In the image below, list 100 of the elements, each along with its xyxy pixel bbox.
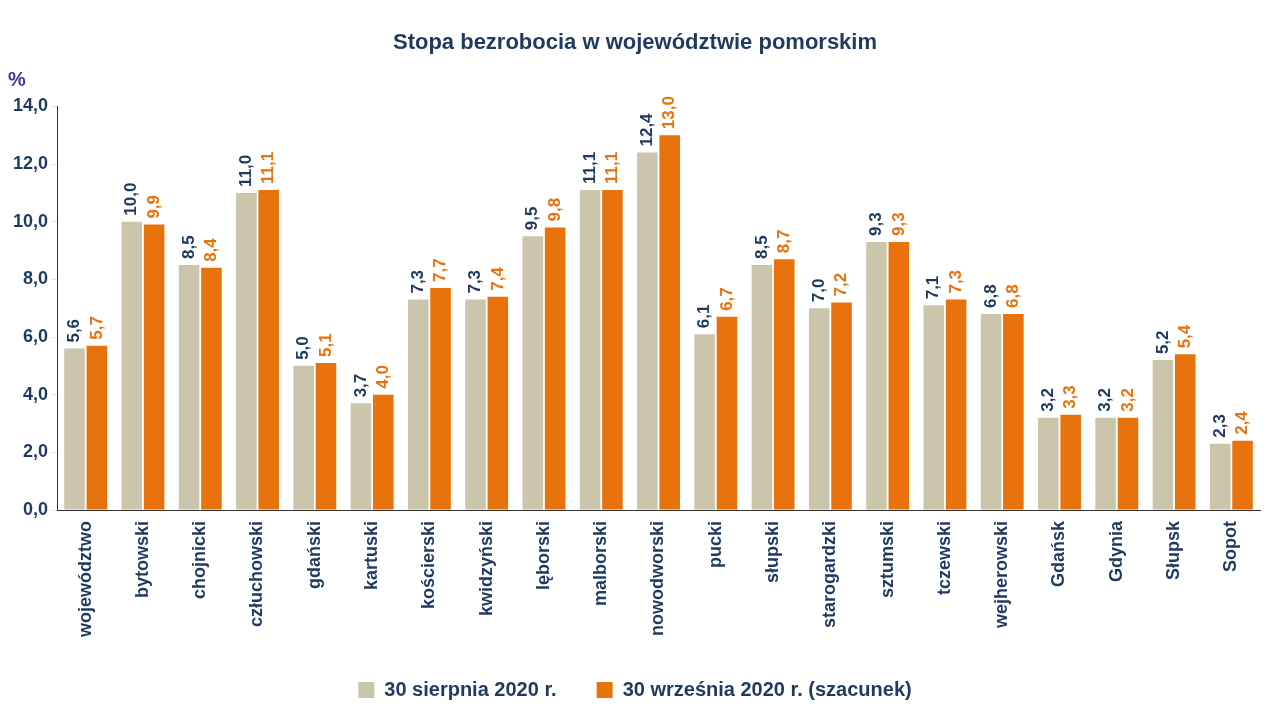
x-tick-label: Sopot xyxy=(1220,521,1241,573)
y-tick-label: 2,0 xyxy=(23,441,49,462)
y-axis-title: % xyxy=(8,67,26,90)
bar xyxy=(121,221,143,510)
bar xyxy=(258,190,279,510)
bar xyxy=(487,296,509,510)
bar xyxy=(866,241,887,510)
bar xyxy=(522,236,544,510)
data-label: 6,8 xyxy=(1003,284,1023,308)
x-tick-label: pucki xyxy=(704,521,725,569)
data-label: 9,5 xyxy=(522,206,542,231)
x-tick-label: sztumski xyxy=(876,521,897,599)
x-tick-label: kartuski xyxy=(361,521,382,591)
x-tick-label: Gdańsk xyxy=(1048,520,1069,588)
data-label: 5,0 xyxy=(293,336,313,360)
bar xyxy=(315,362,337,510)
data-label: 13,0 xyxy=(659,96,679,130)
bar xyxy=(465,299,486,510)
data-label: 9,3 xyxy=(866,212,886,236)
bar xyxy=(751,264,773,510)
data-label: 11,1 xyxy=(579,151,599,185)
x-tick-label: lęborski xyxy=(532,521,553,591)
y-tick-label: 0,0 xyxy=(23,498,49,519)
bar xyxy=(372,394,394,510)
y-tick-label: 6,0 xyxy=(23,326,49,346)
bar xyxy=(888,241,910,510)
bar xyxy=(773,259,795,510)
bar xyxy=(1232,440,1253,510)
data-label: 2,4 xyxy=(1232,410,1252,435)
x-tick-label: bytowski xyxy=(131,521,152,599)
bar xyxy=(602,190,623,510)
x-tick-label: malborski xyxy=(590,521,611,607)
data-label: 8,5 xyxy=(178,235,198,259)
y-tick-label: 12,0 xyxy=(12,153,49,174)
data-label: 6,7 xyxy=(716,287,736,311)
data-label: 7,0 xyxy=(808,278,828,303)
data-label: 12,4 xyxy=(637,112,657,147)
data-label: 5,2 xyxy=(1152,330,1172,355)
data-label: 5,4 xyxy=(1174,324,1194,349)
data-label: 3,2 xyxy=(1095,388,1115,412)
data-label: 4,0 xyxy=(372,365,392,389)
data-label: 9,3 xyxy=(888,212,908,236)
data-label: 3,2 xyxy=(1117,388,1137,412)
data-label: 3,3 xyxy=(1060,385,1080,409)
bar xyxy=(293,365,314,510)
y-tick-label: 10,0 xyxy=(12,210,49,231)
bar xyxy=(201,267,222,510)
bar xyxy=(86,345,108,510)
x-tick-label: kwidzyński xyxy=(475,521,496,617)
bar xyxy=(1095,417,1116,510)
legend-label: 30 sierpnia 2020 r. xyxy=(384,677,557,700)
data-label: 7,3 xyxy=(407,269,427,294)
bar xyxy=(808,308,830,510)
x-tick-label: tczewski xyxy=(933,521,954,596)
bar xyxy=(579,190,601,510)
bar xyxy=(236,192,257,510)
x-tick-label: gdański xyxy=(303,521,324,590)
x-tick-label: nowodworski xyxy=(647,521,668,637)
data-label: 8,4 xyxy=(201,237,221,262)
data-label: 7,7 xyxy=(430,258,450,283)
data-label: 8,7 xyxy=(773,229,793,254)
bar xyxy=(1209,443,1231,510)
x-tick-label: Gdynia xyxy=(1105,520,1126,583)
data-label: 7,2 xyxy=(831,272,851,297)
data-label: 11,0 xyxy=(236,154,256,187)
y-tick-label: 4,0 xyxy=(23,383,49,404)
bar xyxy=(659,135,680,510)
data-label: 7,3 xyxy=(465,269,485,294)
bar xyxy=(64,348,85,510)
bar xyxy=(1003,313,1024,510)
data-label: 3,2 xyxy=(1038,388,1058,412)
x-tick-label: kościerski xyxy=(418,521,439,610)
x-tick-label: Słupsk xyxy=(1163,520,1184,581)
chart-title: Stopa bezrobocia w województwie pomorskim xyxy=(392,29,878,55)
bar xyxy=(1174,354,1196,510)
bar xyxy=(143,224,165,510)
data-label: 7,1 xyxy=(923,275,943,300)
data-label: 5,1 xyxy=(315,333,335,357)
x-tick-label: starogardzki xyxy=(819,521,840,629)
bar xyxy=(1060,414,1081,510)
data-label: 10,0 xyxy=(121,182,141,216)
x-tick-label: chojnicki xyxy=(189,521,210,600)
bar xyxy=(923,305,945,510)
data-label: 9,9 xyxy=(143,194,163,219)
bar xyxy=(407,299,429,510)
bar xyxy=(1152,360,1174,510)
bar xyxy=(178,264,200,510)
x-tick-label: wejherowski xyxy=(991,521,1012,630)
bar xyxy=(1117,417,1139,510)
bar xyxy=(350,403,372,510)
data-label: 6,8 xyxy=(980,284,1000,308)
bar xyxy=(637,152,658,510)
bar xyxy=(945,299,967,510)
data-label: 5,6 xyxy=(64,318,84,343)
legend-label: 30 września 2020 r. (szacunek) xyxy=(622,677,912,700)
bar xyxy=(430,288,451,510)
data-label: 11,1 xyxy=(258,151,278,185)
data-label: 2,3 xyxy=(1209,414,1229,438)
bar xyxy=(1038,417,1059,510)
data-label: 6,1 xyxy=(694,304,714,329)
